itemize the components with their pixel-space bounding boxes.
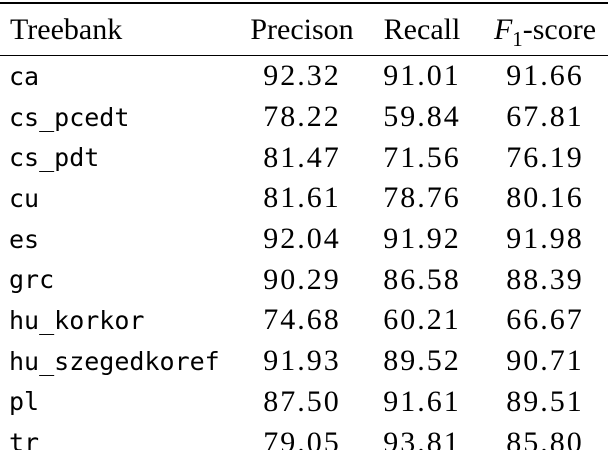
recall-cell: 86.58 xyxy=(383,262,461,296)
f1-cell: 88.39 xyxy=(506,262,584,296)
treebank-cell: cu xyxy=(9,183,40,213)
precision-cell: 92.32 xyxy=(263,59,341,93)
table-row: cu 81.61 78.76 80.16 xyxy=(0,178,608,219)
table-row: ca 92.32 91.01 91.66 xyxy=(0,56,608,97)
recall-cell: 71.56 xyxy=(383,140,461,174)
f1-cell: 67.81 xyxy=(506,100,584,134)
precision-cell: 90.29 xyxy=(263,262,341,296)
f1-cell: 80.16 xyxy=(506,181,584,215)
column-header-precision: Precison xyxy=(250,12,354,46)
precision-cell: 81.47 xyxy=(263,140,341,174)
table-row: cs_pcedt 78.22 59.84 67.81 xyxy=(0,97,608,138)
precision-cell: 78.22 xyxy=(263,100,341,134)
precision-cell: 79.05 xyxy=(263,425,341,450)
f1-cell: 85.80 xyxy=(506,425,584,450)
table-row: tr 79.05 93.81 85.80 xyxy=(0,422,608,450)
f1-cell: 91.98 xyxy=(506,222,584,256)
recall-cell: 91.61 xyxy=(383,384,461,418)
treebank-cell: es xyxy=(9,224,40,254)
precision-cell: 74.68 xyxy=(263,303,341,337)
table-row: es 92.04 91.92 91.98 xyxy=(0,219,608,260)
column-header-treebank: Treebank xyxy=(10,12,123,46)
table-header: Treebank Precison Recall F1-score xyxy=(0,3,608,56)
table-row: cs_pdt 81.47 71.56 76.19 xyxy=(0,137,608,178)
precision-cell: 91.93 xyxy=(263,344,341,378)
f1-score-suffix: -score xyxy=(522,12,597,46)
column-header-f1-score: F1-score xyxy=(482,3,608,56)
recall-cell: 91.01 xyxy=(383,59,461,93)
table-row: pl 87.50 91.61 89.51 xyxy=(0,382,608,423)
f1-cell: 66.67 xyxy=(506,303,584,337)
header-row: Treebank Precison Recall F1-score xyxy=(0,3,608,56)
table-row: hu_korkor 74.68 60.21 66.67 xyxy=(0,300,608,341)
recall-cell: 89.52 xyxy=(383,344,461,378)
f1-subscript: 1 xyxy=(512,26,523,51)
precision-cell: 92.04 xyxy=(263,222,341,256)
treebank-cell: hu_szegedkoref xyxy=(9,346,220,376)
treebank-cell: tr xyxy=(9,428,40,450)
recall-cell: 60.21 xyxy=(383,303,461,337)
recall-cell: 91.92 xyxy=(383,222,461,256)
f1-cell: 76.19 xyxy=(506,140,584,174)
f1-cell: 90.71 xyxy=(506,344,584,378)
treebank-cell: pl xyxy=(9,387,40,417)
treebank-cell: ca xyxy=(9,61,40,91)
recall-cell: 59.84 xyxy=(383,100,461,134)
treebank-cell: cs_pdt xyxy=(9,143,100,173)
treebank-cell: grc xyxy=(9,265,55,295)
table-row: hu_szegedkoref 91.93 89.52 90.71 xyxy=(0,341,608,382)
f1-cell: 91.66 xyxy=(506,59,584,93)
f1-cell: 89.51 xyxy=(506,384,584,418)
treebank-cell: cs_pcedt xyxy=(9,102,130,132)
f1-letter: F xyxy=(493,12,513,46)
table-body: ca 92.32 91.01 91.66 cs_pcedt 78.22 59.8… xyxy=(0,56,608,450)
recall-cell: 78.76 xyxy=(383,181,461,215)
table-row: grc 90.29 86.58 88.39 xyxy=(0,259,608,300)
treebank-cell: hu_korkor xyxy=(9,305,145,335)
precision-cell: 81.61 xyxy=(263,181,341,215)
recall-cell: 93.81 xyxy=(383,425,461,450)
column-header-recall: Recall xyxy=(383,12,461,46)
precision-cell: 87.50 xyxy=(263,384,341,418)
